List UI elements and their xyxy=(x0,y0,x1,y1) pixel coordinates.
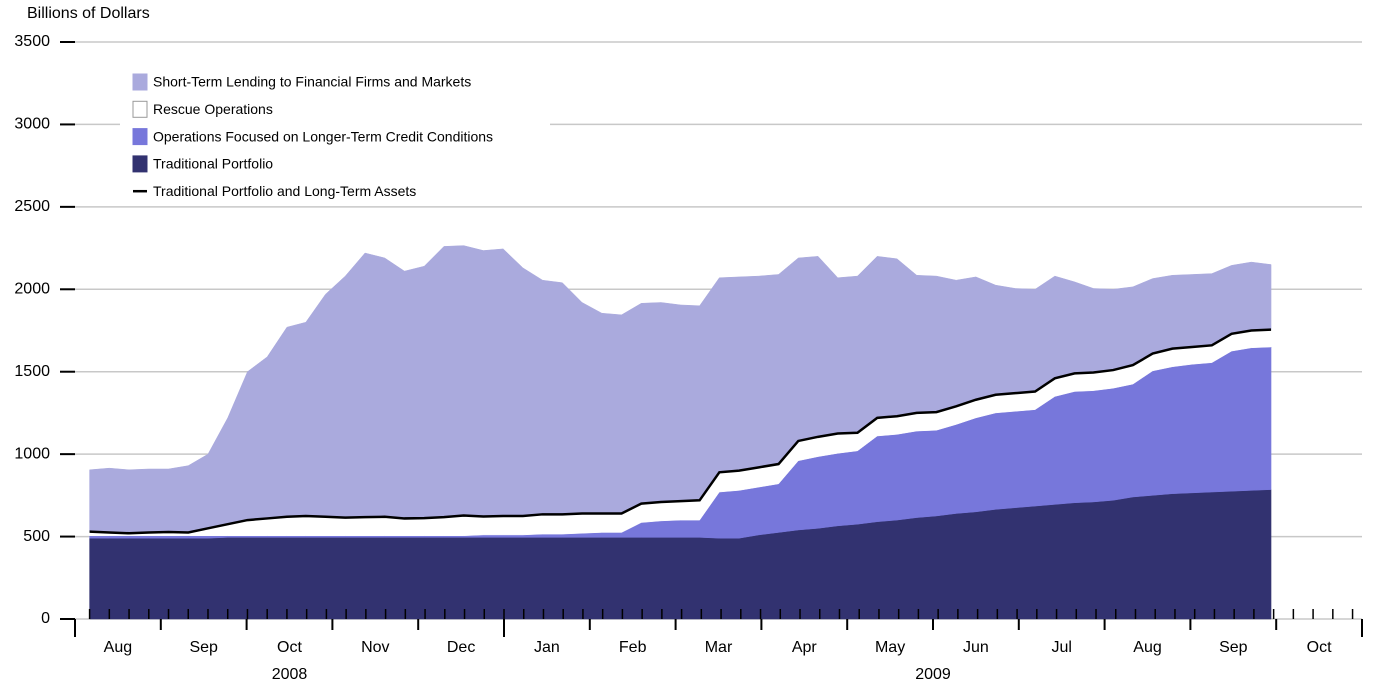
y-axis-label: Billions of Dollars xyxy=(27,5,150,22)
legend-label: Operations Focused on Longer-Term Credit… xyxy=(153,128,493,144)
x-tick-label: Mar xyxy=(705,639,733,656)
x-tick-label: Dec xyxy=(447,639,475,656)
legend-swatch xyxy=(132,100,148,118)
y-tick-label: 3500 xyxy=(14,33,50,50)
line-series xyxy=(89,328,1272,535)
x-tick-label: Feb xyxy=(619,639,647,656)
legend-swatch xyxy=(132,73,148,91)
year-label: 2008 xyxy=(272,666,308,683)
x-tick-label: May xyxy=(875,639,905,656)
x-tick-label: Apr xyxy=(792,639,818,656)
x-tick-label: Jan xyxy=(534,639,560,656)
legend-label: Rescue Operations xyxy=(153,101,273,117)
x-tick-label: Oct xyxy=(1307,639,1332,656)
y-tick-label: 1000 xyxy=(14,445,50,462)
y-tick-label: 2500 xyxy=(14,198,50,215)
y-tick-label: 1500 xyxy=(14,363,50,380)
y-tick-label: 3000 xyxy=(14,116,50,133)
y-tick-label: 500 xyxy=(23,528,50,545)
x-tick-label: Aug xyxy=(104,639,132,656)
x-tick-label: Nov xyxy=(361,639,389,656)
legend-label: Traditional Portfolio xyxy=(153,156,273,172)
legend-label: Traditional Portfolio and Long-Term Asse… xyxy=(153,183,416,199)
x-tick-label: Sep xyxy=(1219,639,1248,656)
x-tick-label: Jun xyxy=(963,639,989,656)
legend-swatch xyxy=(132,128,148,146)
legend-swatch xyxy=(132,155,148,173)
legend-label: Short-Term Lending to Financial Firms an… xyxy=(153,74,471,90)
y-tick-label: 2000 xyxy=(14,281,50,298)
x-tick-label: Jul xyxy=(1051,639,1071,656)
year-label: 2009 xyxy=(915,666,951,683)
legend-background xyxy=(120,64,550,206)
y-tick-label: 0 xyxy=(41,610,50,627)
x-tick-label: Aug xyxy=(1133,639,1161,656)
x-tick-label: Sep xyxy=(189,639,218,656)
x-tick-label: Oct xyxy=(277,639,302,656)
